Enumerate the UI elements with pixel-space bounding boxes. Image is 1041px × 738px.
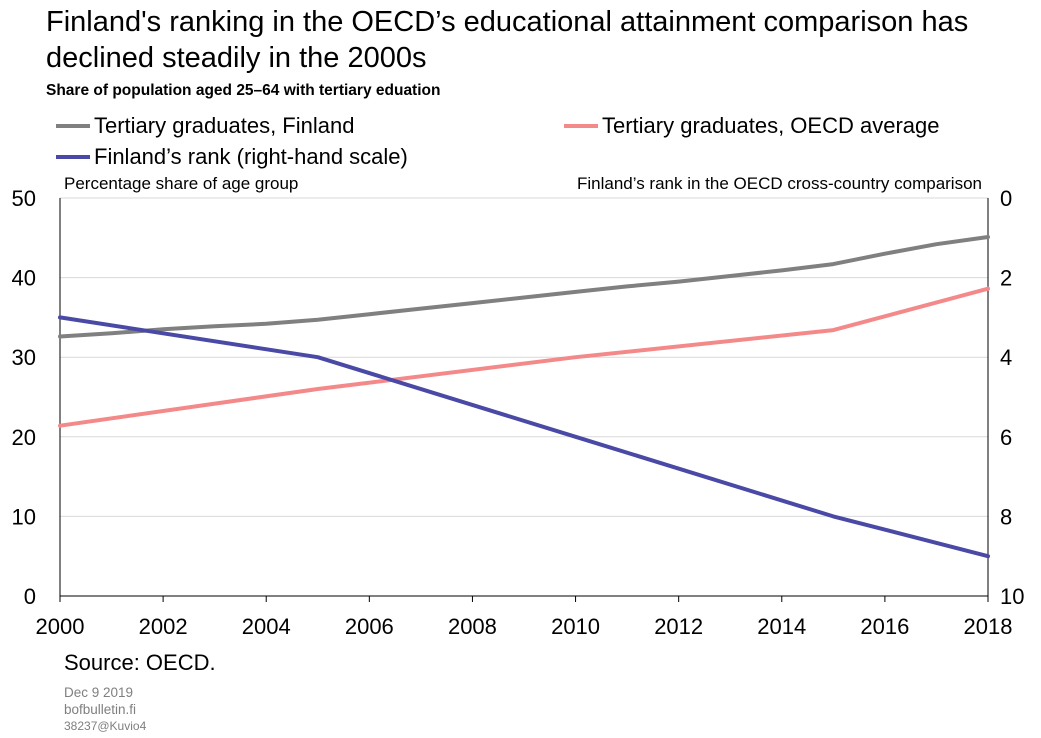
y-right-tick-label: 0 — [1000, 186, 1012, 211]
y-left-tick-label: 0 — [24, 584, 36, 609]
right-axis-title: Finland’s rank in the OECD cross-country… — [576, 174, 982, 193]
legend-label-rank: Finland’s rank (right-hand scale) — [94, 144, 408, 169]
series-line-finland — [58, 235, 990, 339]
y-left-tick-label: 30 — [12, 345, 36, 370]
x-tick-label: 2012 — [654, 614, 703, 639]
y-right-tick-label: 6 — [1000, 425, 1012, 450]
y-left-tick-label: 10 — [12, 504, 36, 529]
legend-item-finland: Tertiary graduates, Finland — [56, 113, 354, 139]
site-name: bofbulletin.fi — [64, 702, 137, 717]
x-tick-label: 2006 — [345, 614, 394, 639]
y-right-tick-label: 2 — [1000, 266, 1012, 291]
publish-date: Dec 9 2019 — [64, 685, 134, 700]
chart-subtitle: Share of population aged 25–64 with tert… — [46, 82, 441, 99]
source-note: Source: OECD. — [64, 650, 216, 675]
chart-code: 38237@Kuvio4 — [64, 719, 147, 733]
legend-swatch-finland — [56, 124, 90, 128]
y-left-tick-label: 40 — [12, 266, 36, 291]
y-right-tick-label: 10 — [1000, 584, 1024, 609]
legend-swatch-oecd — [564, 124, 598, 128]
x-tick-label: 2010 — [551, 614, 600, 639]
x-tick-label: 2018 — [964, 614, 1013, 639]
legend-item-oecd: Tertiary graduates, OECD average — [564, 113, 940, 139]
series-line-rank — [58, 315, 990, 559]
y-left-tick-label: 20 — [12, 425, 36, 450]
x-tick-label: 2004 — [242, 614, 291, 639]
legend-swatch-rank — [56, 155, 90, 159]
x-tick-label: 2016 — [860, 614, 909, 639]
y-right-tick-label: 4 — [1000, 345, 1012, 370]
y-right-tick-label: 8 — [1000, 504, 1012, 529]
x-tick-label: 2000 — [36, 614, 85, 639]
legend-label-oecd: Tertiary graduates, OECD average — [602, 113, 940, 138]
y-left-tick-label: 50 — [12, 186, 36, 211]
left-axis-title: Percentage share of age group — [64, 174, 299, 193]
x-tick-label: 2008 — [448, 614, 497, 639]
legend-label-finland: Tertiary graduates, Finland — [94, 113, 355, 138]
series-line-oecd — [58, 286, 990, 428]
chart-title: Finland's ranking in the OECD’s educatio… — [46, 6, 969, 74]
x-tick-label: 2014 — [757, 614, 806, 639]
x-tick-label: 2002 — [139, 614, 188, 639]
legend-item-rank: Finland’s rank (right-hand scale) — [56, 144, 408, 170]
